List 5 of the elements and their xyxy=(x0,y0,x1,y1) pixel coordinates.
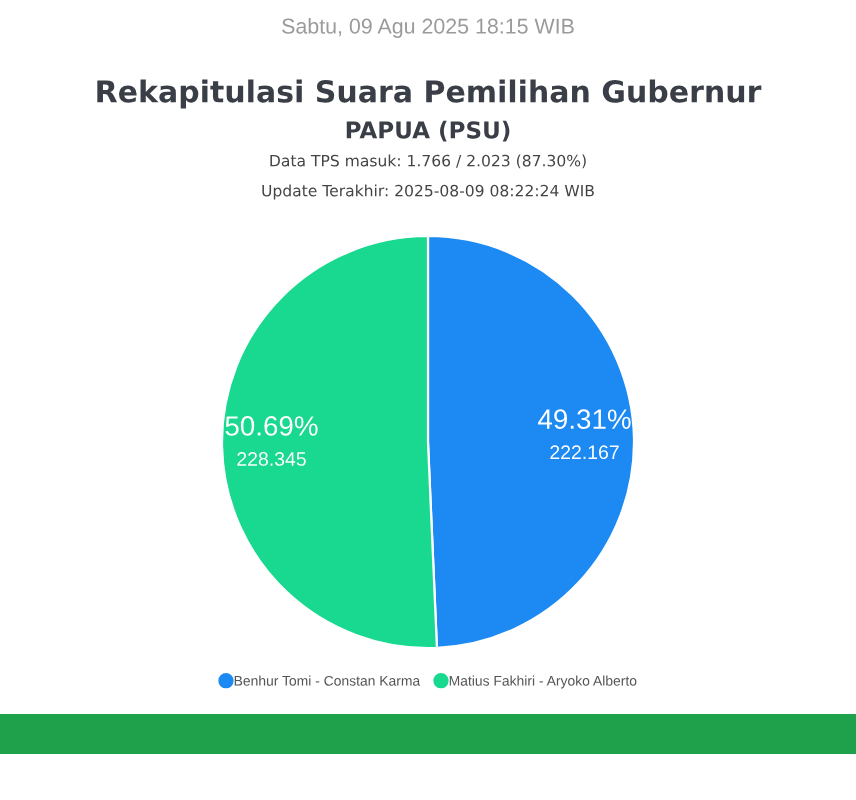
chart-title: Rekapitulasi Suara Pemilihan Gubernur xyxy=(97,79,762,109)
text: Sabtu, 09 Agu 2025 18:15 WIB xyxy=(282,18,574,38)
data-label: 49.31% 222.167 xyxy=(538,409,631,460)
chart-subtitle: PAPUA (PSU) xyxy=(346,120,510,142)
data-label: 50.69% 228.345 xyxy=(225,416,318,466)
